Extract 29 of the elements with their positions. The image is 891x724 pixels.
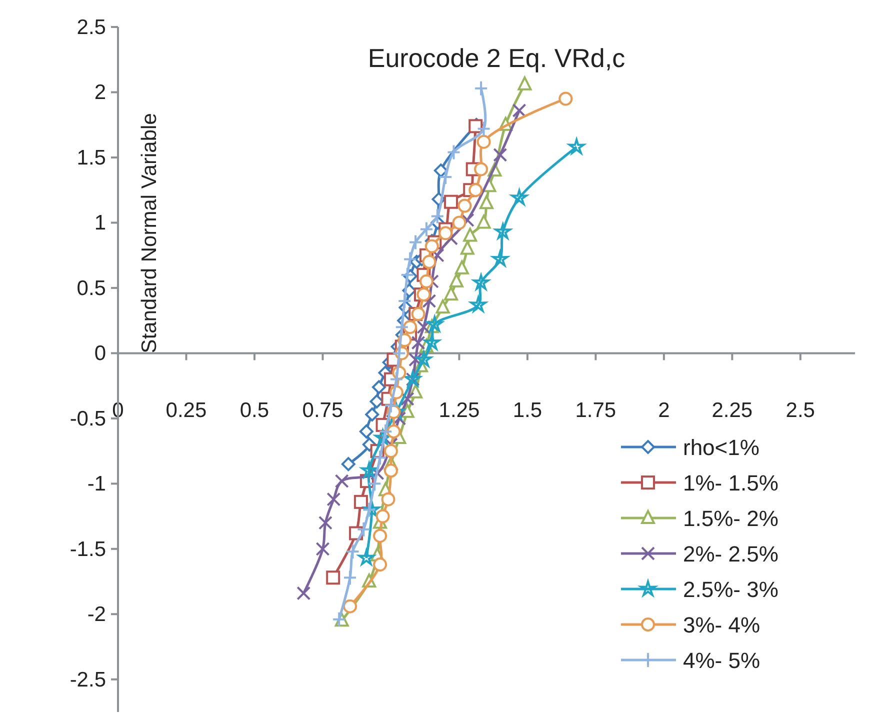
y-tick-label: 0 bbox=[94, 342, 106, 366]
y-tick-label: -1 bbox=[87, 472, 106, 496]
x-tick-label: 2.5 bbox=[786, 399, 816, 422]
y-tick-label: -2 bbox=[87, 603, 106, 626]
legend-label: 3%- 4% bbox=[683, 612, 760, 638]
x-tick-label: 2 bbox=[658, 399, 670, 422]
y-tick-label: 1 bbox=[94, 212, 106, 235]
y-tick-label: 0.5 bbox=[76, 276, 106, 300]
y-tick-label: 1.5 bbox=[76, 146, 106, 170]
x-tick-label: 2.25 bbox=[712, 399, 753, 422]
legend-label: 1.5%- 2% bbox=[683, 506, 778, 531]
x-tick-label: 0.75 bbox=[302, 399, 344, 422]
legend-label: 1%- 1.5% bbox=[683, 470, 778, 496]
legend-label: rho<1% bbox=[683, 435, 760, 460]
legend-label: 2%- 2.5% bbox=[683, 542, 778, 566]
y-tick-label: -1.5 bbox=[70, 538, 106, 561]
x-tick-label: 0.5 bbox=[240, 399, 270, 422]
legend-label: 4%- 5% bbox=[683, 648, 760, 673]
x-tick-label: 1.25 bbox=[438, 399, 480, 422]
legend-label: 2.5%- 3% bbox=[683, 577, 778, 602]
y-tick-label: 2 bbox=[94, 81, 106, 104]
x-tick-label: 1.5 bbox=[512, 399, 542, 422]
x-tick-label: 1.75 bbox=[575, 399, 616, 422]
y-axis-title: Standard Normal Variable bbox=[138, 113, 161, 354]
x-tick-label: 0.25 bbox=[166, 399, 207, 422]
y-tick-label: -0.5 bbox=[70, 407, 106, 430]
text: Eurocode 2 Eq. VRd,c bbox=[368, 43, 626, 73]
y-tick-label: 2.5 bbox=[76, 16, 106, 39]
y-tick-label: -2.5 bbox=[70, 668, 106, 692]
